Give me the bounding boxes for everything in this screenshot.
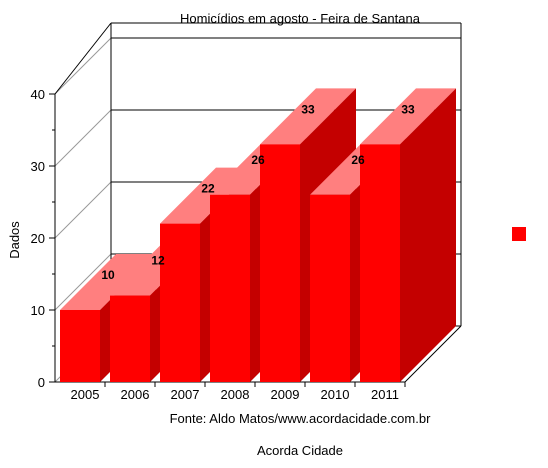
chart-caption: Acorda Cidade xyxy=(257,443,343,458)
data-label: 12 xyxy=(151,254,165,268)
legend-marker xyxy=(512,227,526,241)
chart-footer: Fonte: Aldo Matos/www.acordacidade.com.b… xyxy=(170,411,432,426)
axes xyxy=(49,22,462,387)
x-tick-label: 2010 xyxy=(321,387,350,402)
x-tick-label: 2007 xyxy=(171,387,200,402)
bar-side xyxy=(400,88,456,383)
data-label: 26 xyxy=(351,153,365,167)
bar xyxy=(160,223,200,382)
x-tick-label: 2008 xyxy=(221,387,250,402)
y-axis-label: Dados xyxy=(7,221,22,259)
bars xyxy=(60,88,456,383)
bar-top xyxy=(60,254,156,310)
data-label: 10 xyxy=(101,268,115,282)
grid-line xyxy=(54,253,112,311)
bar-top xyxy=(360,88,456,145)
bar xyxy=(360,144,400,382)
y-tick-label: 10 xyxy=(31,303,45,318)
x-tick-label: 2006 xyxy=(121,387,150,402)
grid-line xyxy=(54,109,112,167)
bar xyxy=(210,194,250,382)
y-tick-label: 40 xyxy=(31,87,45,102)
bar xyxy=(260,144,300,382)
data-label: 33 xyxy=(401,102,415,116)
x-tick-label: 2005 xyxy=(71,387,100,402)
y-tick-label: 30 xyxy=(31,159,45,174)
grid-line xyxy=(54,181,112,239)
data-label: 26 xyxy=(251,153,265,167)
bar-top xyxy=(260,88,356,145)
y-tick-label: 0 xyxy=(38,375,45,390)
tick-labels: 0 10 20 30 40 2005 2006 2007 2008 2009 2010 2011 xyxy=(31,87,399,402)
chart-title: Homicídios em agosto - Feira de Santana xyxy=(180,11,421,26)
data-label: 22 xyxy=(201,182,215,196)
x-tick-label: 2009 xyxy=(271,387,300,402)
y-tick-label: 20 xyxy=(31,231,45,246)
x-tick-label: 2011 xyxy=(371,387,399,402)
data-labels: 10 12 22 26 33 26 33 xyxy=(101,102,415,282)
bar xyxy=(60,310,100,382)
floor-right-edge xyxy=(404,325,462,383)
bar xyxy=(110,295,150,382)
bar xyxy=(310,194,350,382)
grid-line xyxy=(54,37,112,95)
left-wall-top-edge xyxy=(54,22,112,95)
data-label: 33 xyxy=(301,102,315,116)
